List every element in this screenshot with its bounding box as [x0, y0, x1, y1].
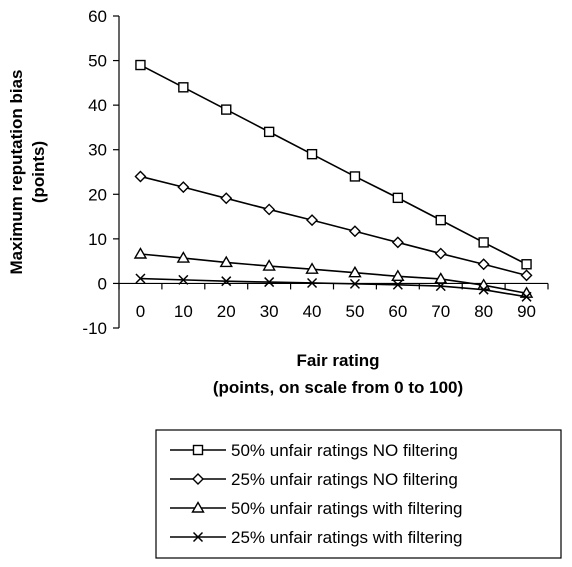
x-point-stroke [221, 276, 232, 287]
triangle-point [219, 255, 233, 268]
triangle-point [133, 247, 148, 259]
x-point-stroke [264, 277, 275, 288]
x-tick-label: 80 [474, 302, 493, 321]
series-line [140, 64, 527, 265]
diamond-point [306, 214, 319, 227]
x-axis-ticks: 0 10 20 30 40 50 60 70 80 90 [118, 283, 549, 321]
triangle-point [305, 262, 319, 274]
y-axis-title-line1: Maximum reputation bias [7, 70, 26, 275]
x-point-stroke [307, 277, 318, 289]
y-tick-label: 0 [98, 274, 107, 293]
square-point [392, 192, 404, 204]
x-point [392, 279, 403, 290]
x-point-stroke [178, 274, 189, 285]
x-point-stroke [135, 273, 146, 284]
x-tick-label: 50 [345, 302, 364, 321]
y-tick-label: 60 [88, 7, 107, 26]
diamond-point [192, 473, 204, 485]
x-point [221, 276, 232, 287]
triangle-point [434, 272, 448, 284]
legend-item-4: 25% unfair ratings with filtering [170, 528, 463, 547]
x-point-stroke [478, 284, 489, 295]
y-tick-label: 50 [88, 52, 107, 71]
x-point [349, 278, 360, 289]
x-point-stroke [192, 531, 204, 543]
square-point [349, 171, 361, 182]
x-point-stroke [349, 278, 360, 289]
y-tick-label: 20 [88, 185, 107, 204]
square-point [178, 82, 189, 93]
x-point [307, 277, 318, 289]
x-point [521, 291, 532, 302]
square-point [306, 148, 318, 160]
diamond-point [348, 225, 361, 238]
series-4 [135, 273, 532, 302]
legend-item-3: 50% unfair ratings with filtering [170, 499, 463, 518]
legend-label: 25% unfair ratings with filtering [231, 528, 463, 547]
diamond-point [134, 170, 147, 183]
x-point [192, 531, 204, 543]
y-tick-label: -10 [82, 319, 107, 338]
diamond-point [220, 192, 233, 205]
x-tick-label: 30 [260, 302, 279, 321]
legend-item-2: 25% unfair ratings NO filtering [170, 470, 458, 489]
square-point [192, 444, 204, 456]
triangle-point [191, 501, 205, 513]
x-point [178, 274, 189, 285]
series-line [140, 253, 527, 295]
square-point [135, 59, 146, 71]
x-tick-label: 90 [517, 302, 536, 321]
series-line [140, 277, 527, 298]
series-layer [133, 59, 534, 302]
legend: 50% unfair ratings NO filtering 25% unfai… [155, 429, 562, 559]
x-axis-title: Fair rating (points, on scale from 0 to 1… [213, 351, 463, 397]
diamond-point [177, 181, 190, 194]
x-tick-label: 20 [217, 302, 236, 321]
square-point [221, 104, 232, 115]
y-tick-label: 10 [88, 230, 107, 249]
diamond-point [477, 258, 490, 271]
y-tick-label: 30 [88, 141, 107, 160]
x-point [264, 277, 275, 288]
y-axis-ticks: -10 0 10 20 30 40 50 60 [82, 7, 119, 338]
square-point [263, 126, 275, 138]
square-point [521, 259, 532, 270]
x-point [478, 284, 489, 295]
y-axis-title: Maximum reputation bias (points) [7, 70, 48, 275]
x-tick-label: 40 [303, 302, 322, 321]
x-tick-label: 70 [431, 302, 450, 321]
y-tick-label: 40 [88, 96, 107, 115]
diamond-point [263, 203, 276, 216]
x-point [435, 281, 446, 292]
x-axis-title-line1: Fair rating [296, 351, 379, 370]
legend-item-1: 50% unfair ratings NO filtering [170, 441, 458, 460]
x-point-stroke [392, 279, 403, 290]
series-3 [133, 247, 534, 298]
triangle-point [262, 259, 276, 271]
triangle-point [391, 269, 405, 281]
x-point-stroke [435, 281, 446, 292]
x-point [135, 273, 146, 284]
series-1 [135, 59, 532, 270]
legend-label: 50% unfair ratings with filtering [231, 499, 463, 518]
x-point-stroke [521, 291, 532, 302]
y-axis-title-line2: (points) [29, 141, 48, 203]
diamond-point [520, 269, 533, 282]
square-point [478, 237, 489, 248]
x-tick-label: 10 [174, 302, 193, 321]
legend-label: 50% unfair ratings NO filtering [231, 441, 458, 460]
x-axis-title-line2: (points, on scale from 0 to 100) [213, 378, 463, 397]
diamond-point [434, 247, 447, 260]
series-line [140, 175, 527, 277]
x-tick-label: 60 [388, 302, 407, 321]
square-point [435, 214, 446, 226]
triangle-point [348, 265, 362, 278]
legend-label: 25% unfair ratings NO filtering [231, 470, 458, 489]
diamond-point [391, 236, 404, 249]
series-2 [134, 170, 533, 282]
x-tick-label: 0 [136, 302, 145, 321]
triangle-point [176, 251, 191, 263]
